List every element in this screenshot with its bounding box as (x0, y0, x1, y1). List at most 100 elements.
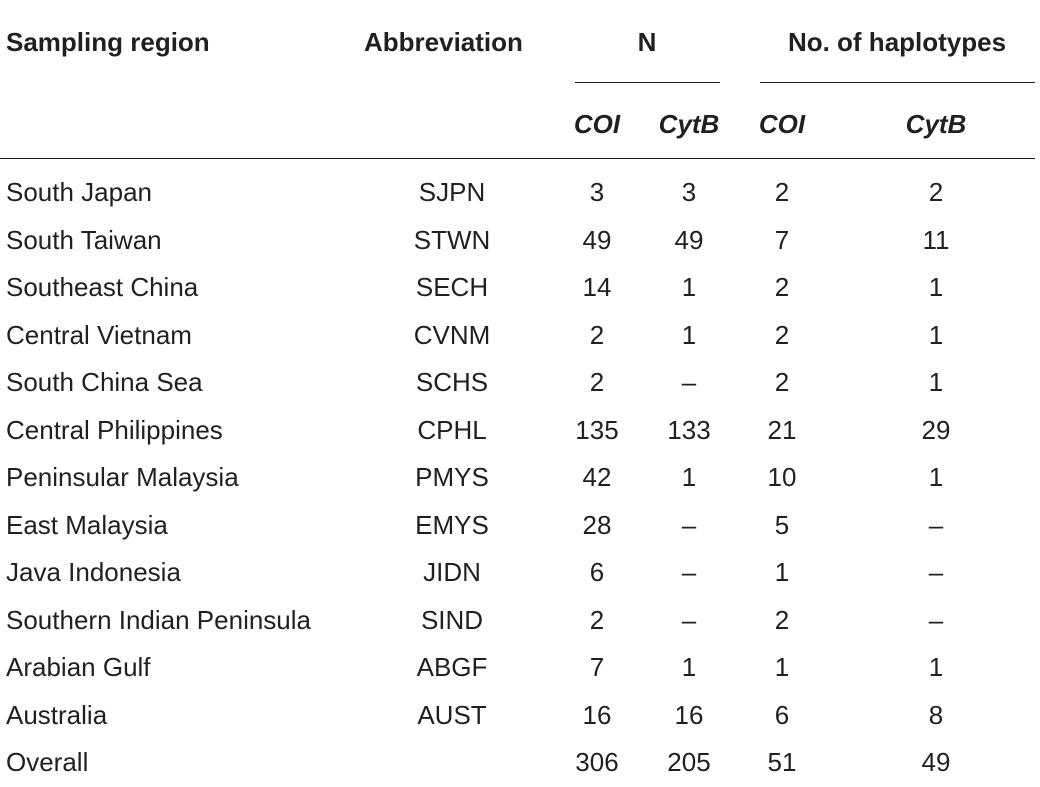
cell-n-cytb: – (681, 557, 697, 587)
table-row: Java Indonesia JIDN 6 – 1 – (0, 550, 1040, 597)
table-row: Southern Indian Peninsula SIND 2 – 2 – (0, 598, 1040, 645)
cell-haplotypes-coi: 2 (774, 367, 790, 397)
cell-abbreviation: SCHS (415, 367, 489, 397)
cell-region: Central Vietnam (6, 319, 192, 350)
cell-haplotypes-coi: 10 (767, 462, 797, 492)
cell-haplotypes-cytb: 1 (928, 272, 944, 302)
cell-n-cytb: 1 (681, 652, 697, 682)
cell-n-coi: 49 (582, 224, 612, 255)
cell-haplotypes-coi: 6 (774, 699, 790, 730)
cell-n-coi: 6 (589, 557, 605, 587)
cell-n-cytb: 1 (681, 462, 697, 492)
cell-abbreviation: STWN (413, 224, 491, 255)
table-row: Central Vietnam CVNM 2 1 2 1 (0, 313, 1040, 360)
cell-region: Central Philippines (6, 414, 223, 445)
cell-n-cytb: 1 (681, 319, 697, 350)
table-row: Arabian Gulf ABGF 7 1 1 1 (0, 645, 1040, 692)
haplotypes-spanner-rule (760, 82, 1035, 83)
cell-n-cytb: 3 (681, 177, 697, 207)
cell-region: Southeast China (6, 272, 199, 302)
cell-region: Southern Indian Peninsula (6, 604, 312, 635)
cell-haplotypes-cytb: 2 (928, 177, 944, 207)
cell-n-cytb: 49 (674, 224, 704, 255)
cell-n-coi: 28 (582, 509, 612, 540)
header-abbreviation: Abbreviation (364, 27, 523, 57)
cell-haplotypes-coi: 51 (767, 747, 797, 777)
header-sampling-region: Sampling region (6, 27, 210, 57)
cell-haplotypes-coi: 2 (774, 177, 790, 207)
cell-haplotypes-coi: 2 (774, 272, 790, 302)
cell-n-coi: 16 (582, 699, 612, 730)
cell-abbreviation: CVNM (413, 319, 491, 350)
cell-region: Arabian Gulf (6, 652, 151, 682)
cell-haplotypes-cytb: 1 (928, 367, 944, 397)
table-row: South Taiwan STWN 49 49 7 11 (0, 218, 1040, 265)
subheader-n-coi: COI (573, 109, 621, 139)
subheader-haplotypes-cytb: CytB (905, 109, 967, 139)
header-bottom-rule (0, 158, 1035, 159)
cell-abbreviation: ABGF (416, 652, 488, 682)
cell-n-coi: 2 (589, 367, 605, 397)
table-row: Australia AUST 16 16 6 8 (0, 693, 1040, 740)
cell-n-cytb: 205 (667, 747, 711, 777)
table-row: South China Sea SCHS 2 – 2 1 (0, 360, 1040, 407)
cell-abbreviation: PMYS (415, 462, 489, 492)
cell-region: Peninsular Malaysia (6, 462, 239, 492)
cell-abbreviation: AUST (417, 699, 487, 730)
cell-region: Overall (6, 747, 89, 777)
cell-n-coi: 14 (582, 272, 612, 302)
cell-n-cytb: – (681, 367, 697, 397)
cell-haplotypes-coi: 2 (774, 319, 790, 350)
cell-abbreviation: CPHL (417, 414, 487, 445)
cell-abbreviation: SIND (420, 604, 484, 635)
cell-region: South Japan (6, 177, 153, 207)
cell-n-cytb: 16 (674, 699, 704, 730)
cell-haplotypes-cytb: 11 (922, 224, 950, 255)
subheader-n-cytb: CytB (658, 109, 720, 139)
cell-haplotypes-coi: 1 (774, 652, 790, 682)
cell-n-coi: 7 (589, 652, 605, 682)
cell-haplotypes-cytb: – (928, 509, 944, 540)
cell-n-coi: 42 (582, 462, 612, 492)
cell-region: South Taiwan (6, 224, 162, 255)
cell-n-cytb: – (681, 604, 697, 635)
cell-haplotypes-coi: 21 (767, 414, 797, 445)
cell-n-cytb: 1 (681, 272, 697, 302)
cell-haplotypes-cytb: – (928, 557, 944, 587)
header-n: N (637, 27, 657, 57)
cell-haplotypes-cytb: 8 (928, 699, 944, 730)
cell-abbreviation: SJPN (418, 177, 486, 207)
cell-n-cytb: 133 (667, 414, 711, 445)
cell-n-cytb: – (681, 509, 697, 540)
table-row: East Malaysia EMYS 28 – 5 – (0, 503, 1040, 550)
n-spanner-rule (575, 82, 720, 83)
cell-haplotypes-coi: 2 (774, 604, 790, 635)
cell-region: Australia (6, 699, 108, 730)
cell-haplotypes-cytb: 1 (928, 462, 944, 492)
cell-region: South China Sea (6, 367, 203, 397)
table-row: South Japan SJPN 3 3 2 2 (0, 170, 1040, 217)
cell-region: Java Indonesia (6, 557, 181, 587)
cell-n-coi: 135 (575, 414, 619, 445)
table-row: Southeast China SECH 14 1 2 1 (0, 265, 1040, 312)
cell-abbreviation: JIDN (423, 557, 481, 587)
cell-region: East Malaysia (6, 509, 168, 540)
cell-haplotypes-coi: 1 (774, 557, 790, 587)
cell-n-coi: 2 (589, 319, 605, 350)
cell-haplotypes-cytb: 29 (921, 414, 951, 445)
cell-haplotypes-cytb: 49 (921, 747, 951, 777)
subheader-haplotypes-coi: COI (758, 109, 806, 139)
cell-n-coi: 306 (575, 747, 619, 777)
table-row: Peninsular Malaysia PMYS 42 1 10 1 (0, 455, 1040, 502)
cell-n-coi: 3 (589, 177, 605, 207)
cell-abbreviation: SECH (415, 272, 489, 302)
cell-n-coi: 2 (589, 604, 605, 635)
cell-haplotypes-cytb: 1 (928, 319, 944, 350)
cell-abbreviation: EMYS (415, 509, 489, 540)
header-haplotypes: No. of haplotypes (787, 27, 1007, 57)
cell-haplotypes-coi: 5 (774, 509, 790, 540)
cell-haplotypes-coi: 7 (774, 224, 790, 255)
cell-haplotypes-cytb: – (928, 604, 944, 635)
table-row: Overall 306 205 51 49 (0, 740, 1040, 787)
table-row: Central Philippines CPHL 135 133 21 29 (0, 408, 1040, 455)
